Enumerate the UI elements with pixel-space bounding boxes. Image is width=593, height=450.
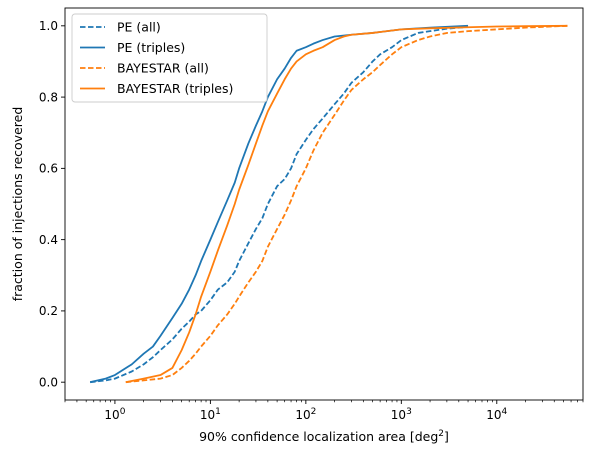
x-axis-ticks: 100 101 102 103 104: [64, 400, 584, 422]
x-tick-label: 100: [104, 407, 125, 422]
legend-box: [71, 13, 268, 103]
x-axis-label: 90% confidence localization area [deg2]: [199, 429, 449, 444]
x-tick-label: 103: [391, 407, 412, 422]
x-tick-label: 101: [200, 407, 221, 422]
series-line-3: [125, 24, 568, 384]
plot-frame: [64, 7, 584, 401]
y-tick-label: 0.6: [39, 162, 58, 176]
legend-label: BAYESTAR (triples): [117, 81, 233, 96]
x-tick-label: 102: [295, 407, 316, 422]
y-tick-label: 0.8: [39, 90, 58, 104]
y-axis-ticks: 0.0 0.2 0.4 0.6 0.8 1.0: [39, 19, 65, 389]
series-line-2: [125, 24, 568, 384]
legend: PE (all) PE (triples) BAYESTAR (all) BAYEST…: [71, 13, 268, 103]
x-tick-label: 104: [486, 407, 507, 422]
legend-label: PE (triples): [117, 40, 185, 55]
y-tick-label: 0.2: [39, 304, 58, 318]
series-line-1: [89, 24, 469, 384]
y-tick-label: 1.0: [39, 19, 58, 33]
legend-label: PE (all): [117, 20, 161, 35]
legend-label: BAYESTAR (all): [117, 61, 209, 76]
y-axis-label: fraction of injections recovered: [10, 107, 25, 302]
y-tick-label: 0.0: [39, 375, 58, 389]
series-layer: [89, 24, 568, 384]
y-tick-label: 0.4: [39, 233, 58, 247]
